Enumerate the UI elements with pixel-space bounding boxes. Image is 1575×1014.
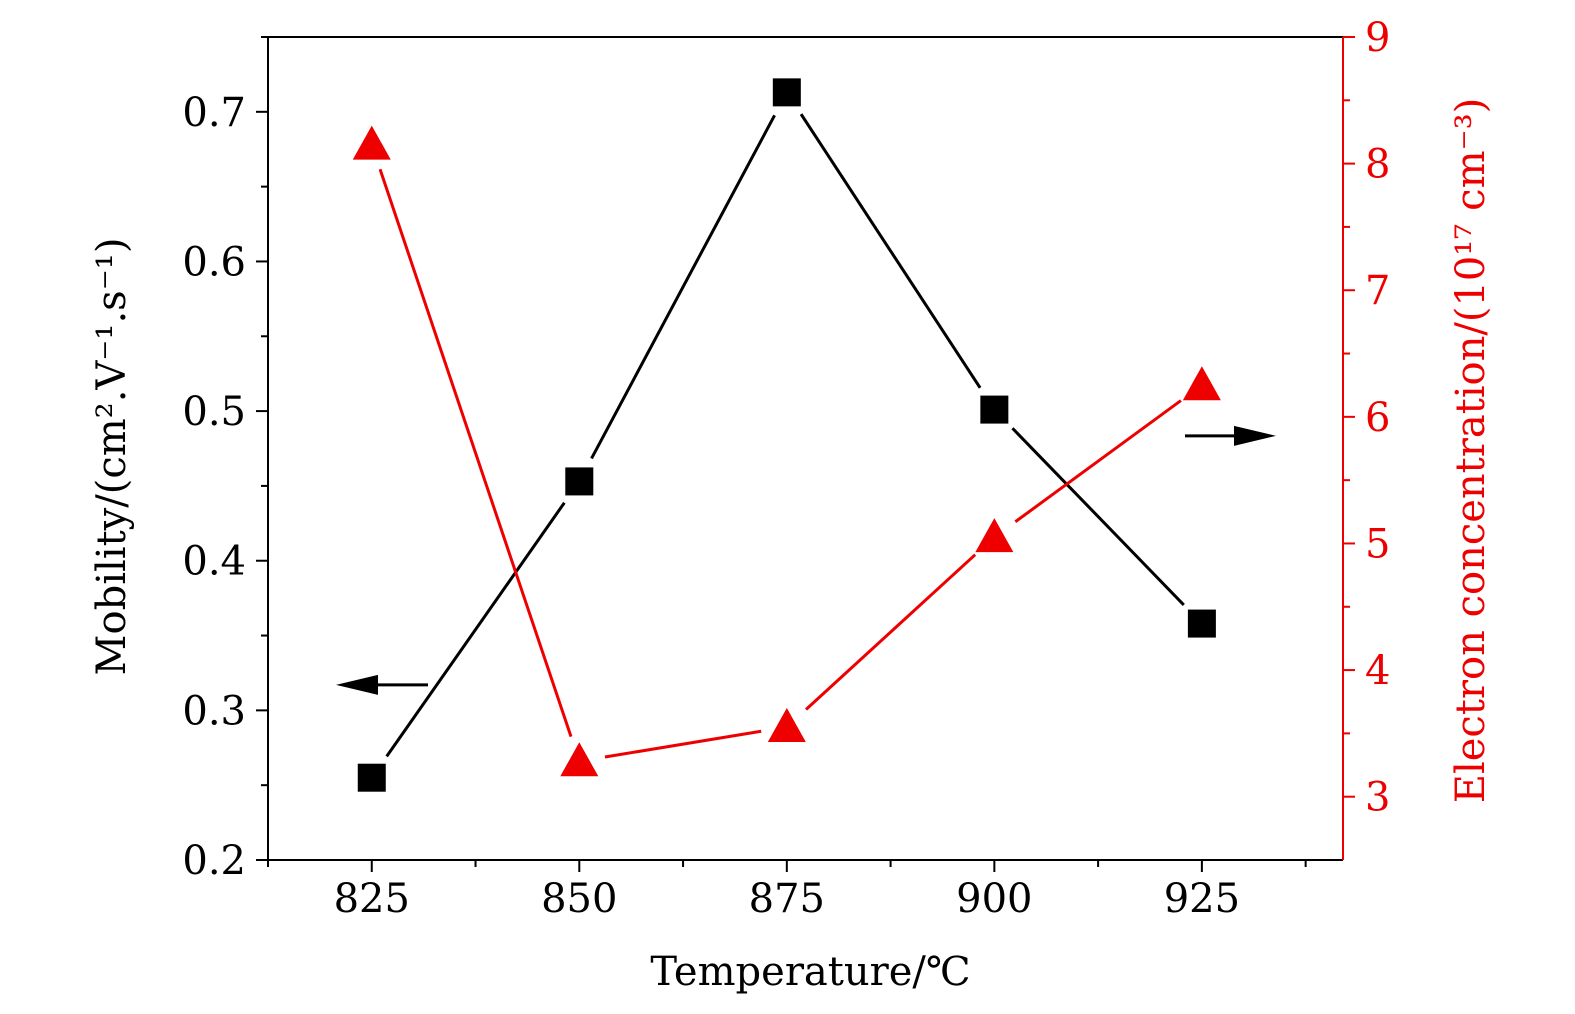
series-2-segment	[1014, 399, 1182, 523]
left-y-axis-title: Mobility/(cm².V⁻¹.s⁻¹)	[89, 238, 135, 676]
series-2-triangle-point	[767, 708, 806, 743]
series-1-segment	[1011, 427, 1185, 606]
series-1-square-point	[772, 78, 801, 107]
right-y-tick-label: 8	[1365, 142, 1390, 188]
x-tick-label: 825	[334, 876, 410, 922]
series-2-segment	[378, 168, 573, 738]
left-arrow-icon	[336, 674, 378, 695]
axes: 825 850 875 900 925 0.2 0.3 0.4 0.5 0.6 0.7 3 4 5 6 7 8 9	[182, 15, 1390, 922]
x-axis-title: Temperature/℃	[650, 949, 970, 995]
x-tick-label: 900	[956, 876, 1032, 922]
series-2-triangle-point	[560, 742, 599, 777]
series-1-segment	[799, 113, 982, 389]
right-arrow-icon	[1234, 425, 1276, 446]
right-y-tick-label: 3	[1365, 775, 1390, 821]
series-2-triangle-point	[1182, 366, 1221, 401]
series-1-segment	[385, 501, 566, 758]
series-1-segment	[590, 114, 776, 460]
right-y-axis-title: Electron concentration/(10¹⁷ cm⁻³)	[1448, 98, 1494, 804]
x-tick-label: 925	[1164, 876, 1240, 922]
right-y-tick-label: 5	[1365, 521, 1390, 567]
series-2-triangle-point	[352, 125, 391, 160]
right-y-tick-label: 7	[1365, 268, 1390, 314]
left-y-tick-label: 0.4	[182, 539, 246, 585]
left-y-tick-label: 0.5	[182, 389, 246, 435]
series-2-segment	[604, 729, 762, 759]
series-2-triangle-point	[975, 518, 1014, 553]
left-y-tick-label: 0.7	[182, 90, 246, 136]
left-y-tick-label: 0.3	[182, 688, 246, 734]
right-y-tick-label: 6	[1365, 395, 1390, 441]
series-2-segment	[804, 553, 977, 711]
left-y-tick-label: 0.6	[182, 239, 246, 285]
series-1-square-point	[565, 467, 594, 496]
series-layer	[352, 78, 1221, 792]
series-1-square-point	[980, 395, 1009, 424]
series-1-square-point	[1187, 609, 1216, 638]
x-tick-label: 850	[541, 876, 617, 922]
right-y-tick-label: 9	[1365, 15, 1390, 61]
right-y-tick-label: 4	[1365, 648, 1390, 694]
series-1-square-point	[357, 763, 386, 792]
x-tick-label: 875	[749, 876, 825, 922]
left-y-tick-label: 0.2	[182, 838, 246, 884]
axis-indicator-arrows	[336, 425, 1276, 695]
